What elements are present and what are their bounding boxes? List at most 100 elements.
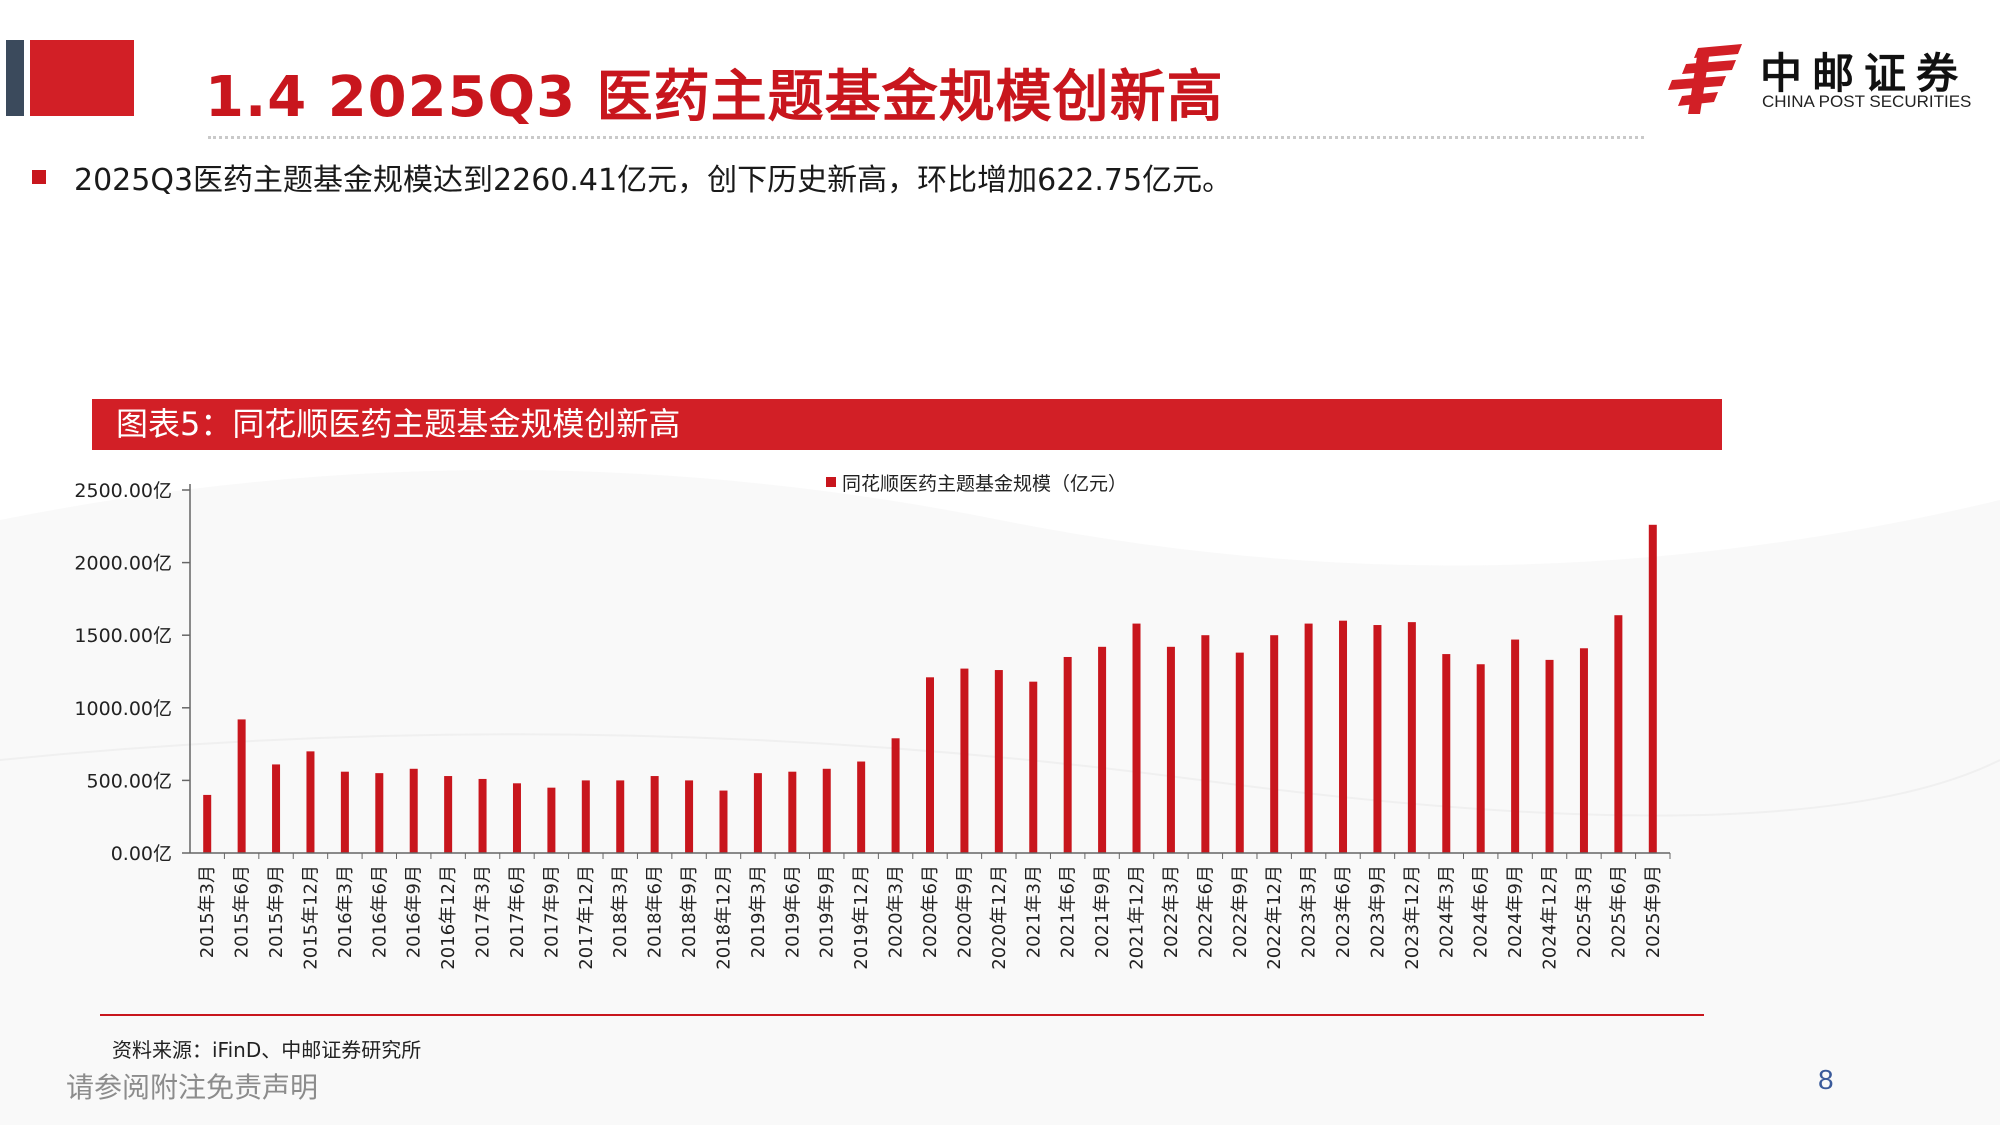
- legend-swatch: [826, 477, 836, 487]
- x-tick-label: 2017年6月: [507, 865, 528, 958]
- bar: [1270, 635, 1279, 853]
- y-tick-label: 2500.00亿: [74, 480, 172, 502]
- x-tick-label: 2018年6月: [645, 865, 666, 958]
- x-tick-label: 2023年6月: [1333, 865, 1354, 958]
- bar: [719, 790, 728, 853]
- x-tick-label: 2015年9月: [266, 865, 287, 958]
- bar: [1339, 620, 1348, 853]
- bar: [1476, 664, 1485, 853]
- page-title: 1.4 2025Q3 医药主题基金规模创新高: [205, 65, 1224, 130]
- bullet-marker: [32, 170, 46, 184]
- x-tick-label: 2015年3月: [197, 865, 218, 958]
- y-axis: 0.00亿 500.00亿 1000.00亿 1500.00亿 2000.00亿 2500…: [74, 480, 191, 865]
- x-tick-label: 2021年9月: [1092, 865, 1113, 958]
- x-tick-label: 2025年6月: [1608, 865, 1629, 958]
- title-divider: [208, 136, 1644, 139]
- x-tick-label: 2015年6月: [232, 865, 253, 958]
- bar: [857, 761, 866, 853]
- x-tick-label: 2017年12月: [576, 865, 597, 970]
- x-tick-label: 2021年3月: [1023, 865, 1044, 958]
- x-tick-label: 2021年12月: [1127, 865, 1148, 970]
- bar: [616, 780, 625, 853]
- y-tick-label: 500.00亿: [87, 770, 172, 792]
- x-tick-label: 2019年12月: [851, 865, 872, 970]
- bar: [1442, 654, 1451, 853]
- fund-size-bar-chart: 同花顺医药主题基金规模（亿元） 0.00亿 500.00亿 1000.00亿 1500…: [74, 473, 1671, 970]
- header-accent-gray: [6, 40, 24, 116]
- x-tick-label: 2018年9月: [679, 865, 700, 958]
- y-tick-label: 1000.00亿: [74, 698, 172, 720]
- bar: [375, 773, 384, 853]
- bar: [340, 771, 349, 853]
- x-tick-label: 2022年3月: [1161, 865, 1182, 958]
- chart-legend: 同花顺医药主题基金规模（亿元）: [826, 473, 1127, 495]
- y-tick-label: 1500.00亿: [74, 625, 172, 647]
- bar: [685, 780, 694, 853]
- x-tick-label: 2020年3月: [886, 865, 907, 958]
- x-tick-label: 2022年6月: [1195, 865, 1216, 958]
- bar: [237, 719, 246, 853]
- header-accent-red: [30, 40, 134, 116]
- x-tick-label: 2024年9月: [1505, 865, 1526, 958]
- bar: [1407, 622, 1416, 853]
- bar: [1098, 646, 1107, 853]
- bar: [1201, 635, 1210, 853]
- x-tick-label: 2025年9月: [1643, 865, 1664, 958]
- x-tick-label: 2016年12月: [438, 865, 459, 970]
- legend-label: 同花顺医药主题基金规模（亿元）: [842, 473, 1127, 495]
- x-tick-label: 2022年9月: [1230, 865, 1251, 958]
- x-tick-label: 2019年9月: [817, 865, 838, 958]
- x-tick-label: 2019年6月: [782, 865, 803, 958]
- logo-name-cn: 中邮证券: [1760, 49, 1969, 98]
- x-tick-label: 2015年12月: [300, 865, 321, 970]
- bar: [306, 751, 315, 853]
- x-tick-label: 2020年9月: [954, 865, 975, 958]
- china-post-emblem-icon: [1668, 44, 1742, 114]
- bar: [581, 780, 590, 853]
- bar: [512, 783, 521, 853]
- company-logo: 中邮证券 CHINA POST SECURITIES: [1668, 38, 1978, 118]
- bar: [1648, 524, 1657, 853]
- bar: [203, 794, 212, 853]
- bar: [753, 773, 762, 853]
- disclaimer-link[interactable]: 请参阅附注免责声明: [66, 1071, 319, 1104]
- bar: [960, 668, 969, 853]
- bar: [822, 768, 831, 853]
- bar: [788, 771, 797, 853]
- bar: [547, 787, 556, 853]
- x-tick-label: 2023年9月: [1367, 865, 1388, 958]
- y-tick-label: 2000.00亿: [74, 553, 172, 575]
- x-tick-label: 2020年12月: [989, 865, 1010, 970]
- x-tick-label: 2025年3月: [1574, 865, 1595, 958]
- x-tick-label: 2016年9月: [404, 865, 425, 958]
- x-tick-label: 2024年12月: [1540, 865, 1561, 970]
- bar: [1235, 652, 1244, 853]
- bars: [203, 524, 1657, 853]
- x-axis: 2015年3月 2015年6月 2015年9月 2015年12月 2016年3月 2016…: [190, 852, 1671, 970]
- data-source: 资料来源：iFinD、中邮证券研究所: [112, 1038, 422, 1062]
- x-tick-label: 2023年3月: [1299, 865, 1320, 958]
- x-tick-label: 2018年3月: [610, 865, 631, 958]
- bar: [1579, 648, 1588, 853]
- bar: [1166, 646, 1175, 853]
- bar: [1373, 625, 1382, 853]
- logo-name-en: CHINA POST SECURITIES: [1762, 92, 1972, 111]
- bar: [994, 670, 1003, 853]
- bar: [1614, 615, 1623, 853]
- bar: [926, 677, 934, 853]
- x-tick-label: 2020年6月: [920, 865, 941, 958]
- x-tick-label: 2024年6月: [1471, 865, 1492, 958]
- bar: [478, 778, 487, 853]
- bar: [1511, 639, 1520, 853]
- x-tick-label: 2017年3月: [473, 865, 494, 958]
- x-tick-label: 2024年3月: [1436, 865, 1457, 958]
- x-tick-label: 2021年6月: [1058, 865, 1079, 958]
- figure-caption: 图表5：同花顺医药主题基金规模创新高: [92, 399, 1722, 450]
- bar: [444, 776, 453, 853]
- x-tick-label: 2023年12月: [1402, 865, 1423, 970]
- bar: [272, 764, 281, 853]
- source-divider: [100, 1014, 1704, 1016]
- bar: [891, 738, 900, 853]
- y-tick-label: 0.00亿: [111, 843, 172, 865]
- bar: [1029, 681, 1038, 853]
